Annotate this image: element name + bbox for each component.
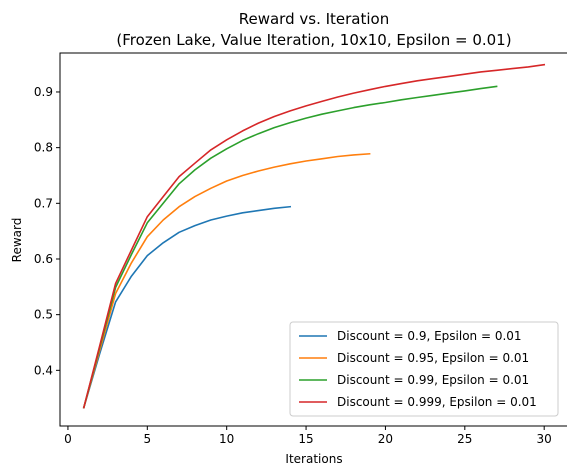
chart-title-line1: Reward vs. Iteration [239,10,389,28]
x-tick-label: 30 [537,432,552,446]
legend-entry-label: Discount = 0.95, Epsilon = 0.01 [337,351,529,365]
x-tick-label: 20 [378,432,393,446]
y-axis-label: Reward [10,218,24,263]
series-line-3 [82,85,498,409]
x-tick-label: 15 [298,432,313,446]
legend-box [289,321,559,417]
y-tick-label: 0.4 [34,363,53,377]
y-tick-label: 0.8 [34,141,53,155]
series-line-4 [82,63,546,409]
legend-entry-label: Discount = 0.9, Epsilon = 0.01 [337,329,522,343]
series-line-1 [82,205,292,409]
series-line-2 [82,152,371,409]
legend-entry-label: Discount = 0.999, Epsilon = 0.01 [337,395,537,409]
x-tick-label: 25 [457,432,472,446]
axis-ticks: 0 5 10 15 20 25 30 0.4 0.5 0.6 0.7 0.8 0.9 [34,85,552,446]
legend-entry-label: Discount = 0.99, Epsilon = 0.01 [337,373,529,387]
legend: Discount = 0.9, Epsilon = 0.01 Discount =… [289,321,559,417]
x-tick-label: 10 [219,432,234,446]
y-tick-label: 0.6 [34,252,53,266]
y-tick-label: 0.9 [34,85,53,99]
x-tick-label: 5 [143,432,151,446]
chart-title-line2: (Frozen Lake, Value Iteration, 10x10, Ep… [116,31,511,49]
y-tick-label: 0.7 [34,196,53,210]
y-tick-label: 0.5 [34,308,53,322]
x-tick-label: 0 [64,432,72,446]
axes-frame [59,52,567,427]
x-axis-label: Iterations [285,452,342,466]
series-lines [82,63,546,409]
